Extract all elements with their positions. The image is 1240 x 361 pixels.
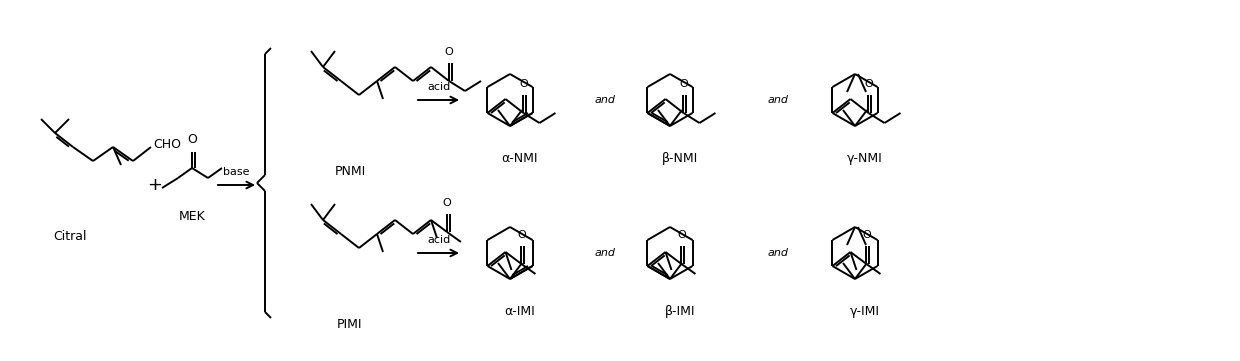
Text: MEK: MEK <box>179 210 206 223</box>
Text: Citral: Citral <box>53 230 87 243</box>
Text: O: O <box>864 79 873 89</box>
Text: O: O <box>680 79 688 89</box>
Text: and: and <box>594 95 615 105</box>
Text: PNMI: PNMI <box>335 165 366 178</box>
Text: O: O <box>862 230 870 240</box>
Text: α-NMI: α-NMI <box>502 152 538 165</box>
Text: β-IMI: β-IMI <box>665 305 696 318</box>
Text: O: O <box>517 230 526 240</box>
Text: γ-NMI: γ-NMI <box>847 152 883 165</box>
Text: O: O <box>445 47 454 57</box>
Text: and: and <box>768 248 789 258</box>
Text: O: O <box>187 133 197 146</box>
Text: PIMI: PIMI <box>337 318 363 331</box>
Text: and: and <box>594 248 615 258</box>
Text: α-IMI: α-IMI <box>505 305 536 318</box>
Text: O: O <box>677 230 686 240</box>
Text: acid: acid <box>427 235 450 245</box>
Text: base: base <box>223 167 249 177</box>
Text: +: + <box>148 176 162 194</box>
Text: O: O <box>443 198 451 208</box>
Text: O: O <box>520 79 528 89</box>
Text: acid: acid <box>427 82 450 92</box>
Text: and: and <box>768 95 789 105</box>
Text: γ-IMI: γ-IMI <box>849 305 880 318</box>
Text: β-NMI: β-NMI <box>662 152 698 165</box>
Text: CHO: CHO <box>153 139 181 152</box>
